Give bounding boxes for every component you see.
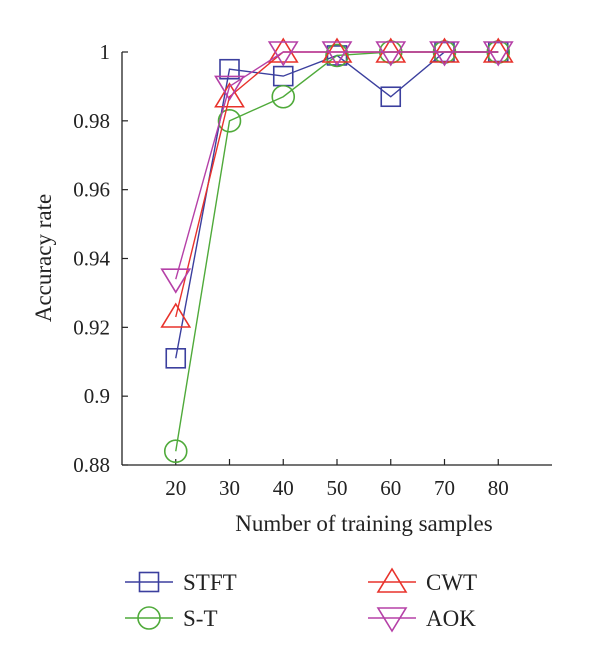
x-tick-label: 70 <box>434 476 455 500</box>
x-tick-label: 60 <box>380 476 401 500</box>
y-tick-label: 0.94 <box>73 247 110 271</box>
x-tick-label: 50 <box>327 476 348 500</box>
series-line <box>175 51 499 280</box>
legend-marker <box>137 606 161 630</box>
legend: STFT S-T CWT AOK <box>125 567 477 633</box>
data-point <box>482 41 514 67</box>
axes <box>121 52 552 466</box>
series-stft <box>165 41 509 369</box>
legend-item: S-T <box>125 606 218 631</box>
data-point <box>482 37 514 63</box>
data-point <box>214 75 245 101</box>
legend-label: STFT <box>183 570 237 595</box>
data-point <box>267 41 299 67</box>
legend-marker <box>376 567 408 593</box>
y-tick-label: 0.92 <box>73 315 110 339</box>
legend-label: CWT <box>426 570 477 595</box>
legend-item: STFT <box>125 570 237 595</box>
data-point <box>429 41 460 67</box>
x-tick-label: 40 <box>273 476 294 500</box>
data-point <box>160 302 192 328</box>
data-point <box>321 37 353 63</box>
legend-label: S-T <box>183 606 218 631</box>
data-point <box>219 58 240 80</box>
x-tick-label: 30 <box>219 476 240 500</box>
data-point <box>429 37 460 63</box>
data-point <box>321 41 353 67</box>
data-point <box>271 84 296 109</box>
data-point <box>267 37 299 63</box>
y-axis-ticks: 0.88 0.9 0.92 0.94 0.96 0.98 1 <box>73 40 128 477</box>
y-tick-label: 0.88 <box>73 453 110 477</box>
data-point <box>165 348 187 369</box>
y-axis-label: Accuracy rate <box>31 194 56 322</box>
y-tick-label: 0.98 <box>73 109 110 133</box>
legend-item: CWT <box>368 567 477 595</box>
x-tick-label: 80 <box>488 476 509 500</box>
legend-label: AOK <box>426 606 476 631</box>
x-tick-label: 20 <box>165 476 186 500</box>
legend-item: AOK <box>368 606 476 633</box>
series-cwt <box>160 37 514 328</box>
data-point <box>375 37 407 63</box>
series-line <box>175 51 499 359</box>
series-aok <box>160 41 514 294</box>
y-tick-label: 0.9 <box>84 384 110 408</box>
series-group <box>160 37 514 464</box>
x-axis-label: Number of training samples <box>235 511 492 536</box>
data-point <box>214 82 245 108</box>
legend-marker <box>138 571 160 593</box>
data-point <box>217 109 242 133</box>
legend-marker <box>376 607 408 633</box>
data-point <box>160 268 192 294</box>
x-axis-ticks: 20 30 40 50 60 70 80 <box>165 459 509 500</box>
data-point <box>163 439 188 464</box>
y-tick-label: 0.96 <box>73 178 110 202</box>
data-point <box>380 86 402 108</box>
data-point <box>375 41 407 67</box>
y-tick-label: 1 <box>100 40 111 64</box>
